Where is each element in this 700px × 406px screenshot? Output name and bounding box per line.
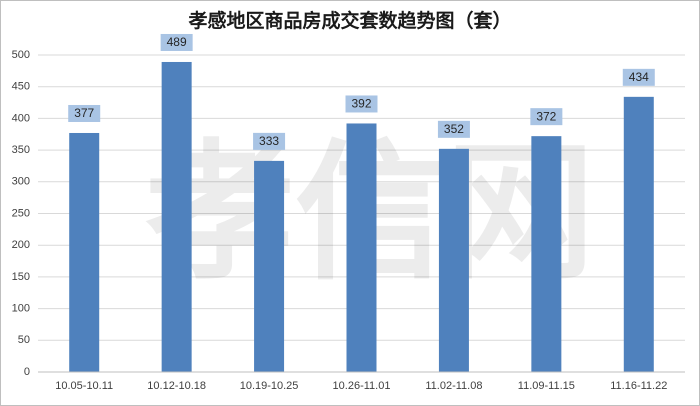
y-tick-label: 300	[12, 176, 30, 188]
y-tick-label: 0	[24, 366, 30, 378]
y-tick-label: 150	[12, 271, 30, 283]
value-label: 377	[74, 106, 94, 120]
bar	[623, 96, 654, 373]
value-label-box	[345, 95, 378, 113]
bar	[161, 61, 192, 372]
x-tick-label: 11.09-11.15	[518, 380, 575, 392]
chart-title: 孝感地区商品房成交套数趋势图（套）	[188, 9, 511, 32]
x-tick-label: 10.05-10.11	[55, 380, 113, 392]
value-label-box	[622, 68, 655, 86]
value-label-box	[530, 108, 563, 126]
y-tick-label: 350	[12, 144, 30, 156]
y-tick-label: 100	[12, 303, 30, 315]
y-tick-label: 200	[12, 239, 30, 251]
value-label-box	[253, 132, 286, 150]
bar	[438, 148, 469, 372]
value-label-box	[437, 120, 470, 138]
value-label: 352	[444, 122, 464, 136]
x-tick-label: 11.16-11.22	[610, 380, 667, 392]
bar	[531, 136, 562, 372]
x-tick-label: 10.12-10.18	[147, 380, 206, 392]
bar	[254, 160, 285, 372]
value-label: 392	[351, 97, 371, 111]
bar	[346, 123, 377, 372]
value-label: 372	[536, 109, 556, 123]
value-label-box	[68, 104, 101, 122]
x-tick-label: 10.19-10.25	[240, 380, 299, 392]
value-label: 434	[629, 70, 649, 84]
value-label-box	[160, 33, 193, 51]
y-tick-label: 400	[12, 112, 30, 124]
value-label: 489	[167, 35, 187, 49]
x-tick-label: 11.02-11.08	[425, 380, 482, 392]
y-tick-label: 250	[12, 207, 30, 219]
y-tick-label: 50	[18, 334, 30, 346]
x-tick-label: 10.26-11.01	[333, 380, 391, 392]
y-tick-label: 450	[12, 81, 30, 93]
bar	[69, 132, 100, 372]
value-label: 333	[259, 134, 279, 148]
y-tick-label: 500	[12, 49, 30, 61]
